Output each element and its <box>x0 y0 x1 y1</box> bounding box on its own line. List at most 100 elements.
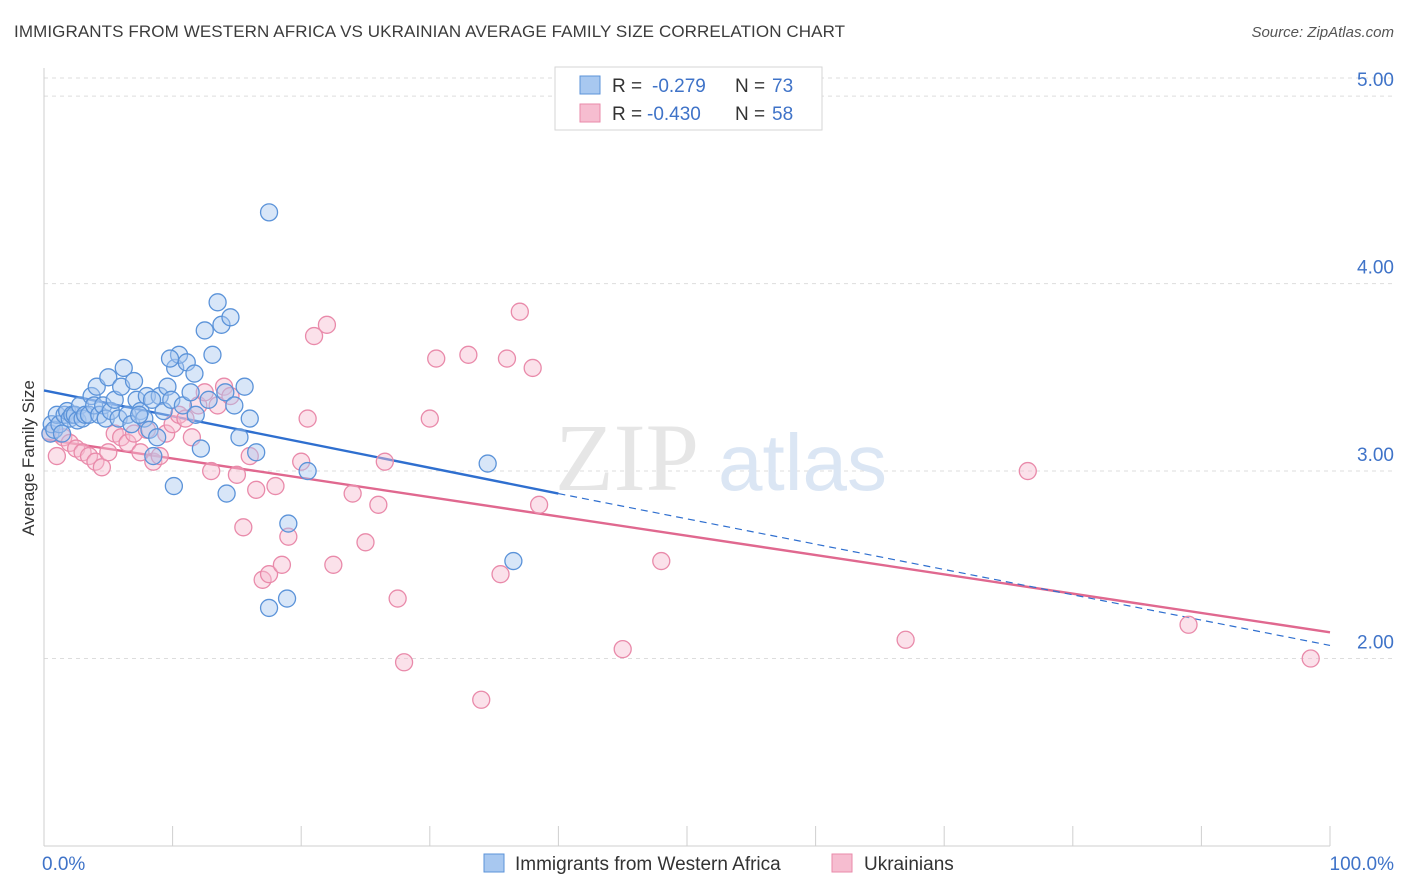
legend-r-value-blue: -0.279 <box>652 76 706 97</box>
western-africa-point <box>52 424 72 443</box>
ukrainians-point <box>523 358 542 378</box>
y-tick-label: 3.00 <box>1357 445 1394 466</box>
ukrainians-point <box>118 433 137 453</box>
legend-n-label-blue: N = <box>735 76 765 97</box>
ukrainians-point <box>375 452 394 471</box>
western-africa-point <box>142 390 162 409</box>
ukrainians-point <box>472 690 491 709</box>
western-africa-point <box>247 443 266 462</box>
western-africa-point <box>195 321 214 340</box>
source-label: Source: ZipAtlas.com <box>1251 24 1394 41</box>
legend-swatch-pink <box>579 103 601 123</box>
western-africa-point <box>259 203 279 222</box>
trend-lines <box>43 389 1331 646</box>
western-africa-point <box>181 383 200 402</box>
ukrainians-point <box>343 484 362 503</box>
western-africa-point <box>279 514 298 533</box>
ukrainians-point <box>317 315 337 334</box>
ukrainians-point <box>394 653 414 672</box>
western-africa-point <box>208 293 227 312</box>
western-africa-point <box>199 390 218 409</box>
western-africa-point <box>140 420 159 439</box>
western-africa-trend-line <box>43 389 559 495</box>
ukrainians-point <box>279 527 298 546</box>
x-tick-label-min: 0.0% <box>42 854 85 875</box>
ukrainians-point <box>234 518 253 537</box>
watermark-zip: ZIP <box>555 404 699 511</box>
ukrainians-point <box>1179 615 1198 634</box>
western-africa-point <box>259 598 279 618</box>
ukrainians-points <box>41 302 1320 709</box>
ukrainians-point <box>510 302 529 321</box>
ukrainians-point <box>47 446 67 466</box>
western-africa-point <box>216 383 235 402</box>
western-africa-point <box>240 409 259 428</box>
ukrainians-point <box>324 555 343 574</box>
y-tick-label: 2.00 <box>1357 633 1394 654</box>
bottom-legend-label-blue: Immigrants from Western Africa <box>515 854 781 875</box>
western-africa-point <box>235 377 254 396</box>
ukrainians-point <box>266 476 285 496</box>
western-africa-point <box>203 345 222 364</box>
watermark: ZIP atlas <box>555 404 887 511</box>
ukrainians-point <box>247 480 266 499</box>
ukrainians-point <box>202 461 221 481</box>
chart-title: IMMIGRANTS FROM WESTERN AFRICA VS UKRAIN… <box>14 22 846 41</box>
ukrainians-point <box>529 495 549 514</box>
western-africa-point <box>164 476 184 496</box>
bottom-legend-swatch-blue <box>483 853 505 873</box>
ukrainians-trend-line <box>43 438 1331 634</box>
ukrainians-point <box>427 349 446 368</box>
legend: R = -0.279 N = 73 R = -0.430 N = 58 <box>554 66 823 131</box>
western-africa-point <box>191 439 211 458</box>
western-africa-point <box>230 428 249 447</box>
western-africa-point <box>221 308 240 327</box>
western-africa-point <box>185 364 204 383</box>
ukrainians-point <box>150 446 169 466</box>
ukrainians-point <box>1301 649 1320 668</box>
legend-r-label-pink: R = <box>612 104 642 125</box>
western-africa-point <box>478 454 497 473</box>
ukrainians-point <box>227 465 247 484</box>
western-africa-point <box>160 349 180 368</box>
ukrainians-point <box>356 533 375 552</box>
western-africa-point <box>277 589 297 608</box>
western-africa-point <box>186 405 205 424</box>
ukrainians-point <box>292 452 311 471</box>
ukrainians-point <box>459 345 478 364</box>
western-africa-point <box>225 396 244 415</box>
x-ticks <box>43 826 1331 846</box>
y-tick-label: 5.00 <box>1357 70 1394 91</box>
western-africa-point <box>162 390 181 409</box>
western-africa-point <box>217 484 236 503</box>
western-africa-point <box>169 345 189 364</box>
ukrainians-point <box>652 551 671 571</box>
y-tick-labels: 2.00 3.00 4.00 5.00 <box>1357 70 1394 653</box>
ukrainians-point <box>272 555 292 574</box>
ukrainians-point <box>369 495 388 514</box>
legend-n-label-pink: N = <box>735 104 765 125</box>
ukrainians-point <box>613 640 632 659</box>
ukrainians-point <box>1018 461 1037 481</box>
ukrainians-point <box>497 349 517 368</box>
western-africa-point <box>124 371 144 391</box>
x-tick-label-max: 100.0% <box>1330 854 1395 875</box>
bottom-legend-swatch-pink <box>831 853 853 873</box>
y-axis-title: Average Family Size <box>19 380 38 536</box>
western-africa-point <box>127 390 146 409</box>
ukrainians-point <box>99 443 118 462</box>
western-africa-trend-extension <box>558 492 1331 646</box>
bottom-legend: Immigrants from Western Africa Ukrainian… <box>483 853 954 875</box>
ukrainians-point <box>896 630 915 649</box>
western-africa-point <box>130 405 149 424</box>
western-africa-point <box>504 551 523 571</box>
y-tick-label: 4.00 <box>1357 258 1394 279</box>
bottom-legend-label-pink: Ukrainians <box>864 854 954 875</box>
western-africa-point <box>148 428 167 447</box>
legend-n-value-pink: 58 <box>772 104 793 125</box>
western-africa-point <box>114 358 133 378</box>
gridlines <box>44 77 1394 660</box>
ukrainians-point <box>491 565 510 584</box>
ukrainians-point <box>388 589 407 608</box>
western-africa-point <box>298 461 317 481</box>
